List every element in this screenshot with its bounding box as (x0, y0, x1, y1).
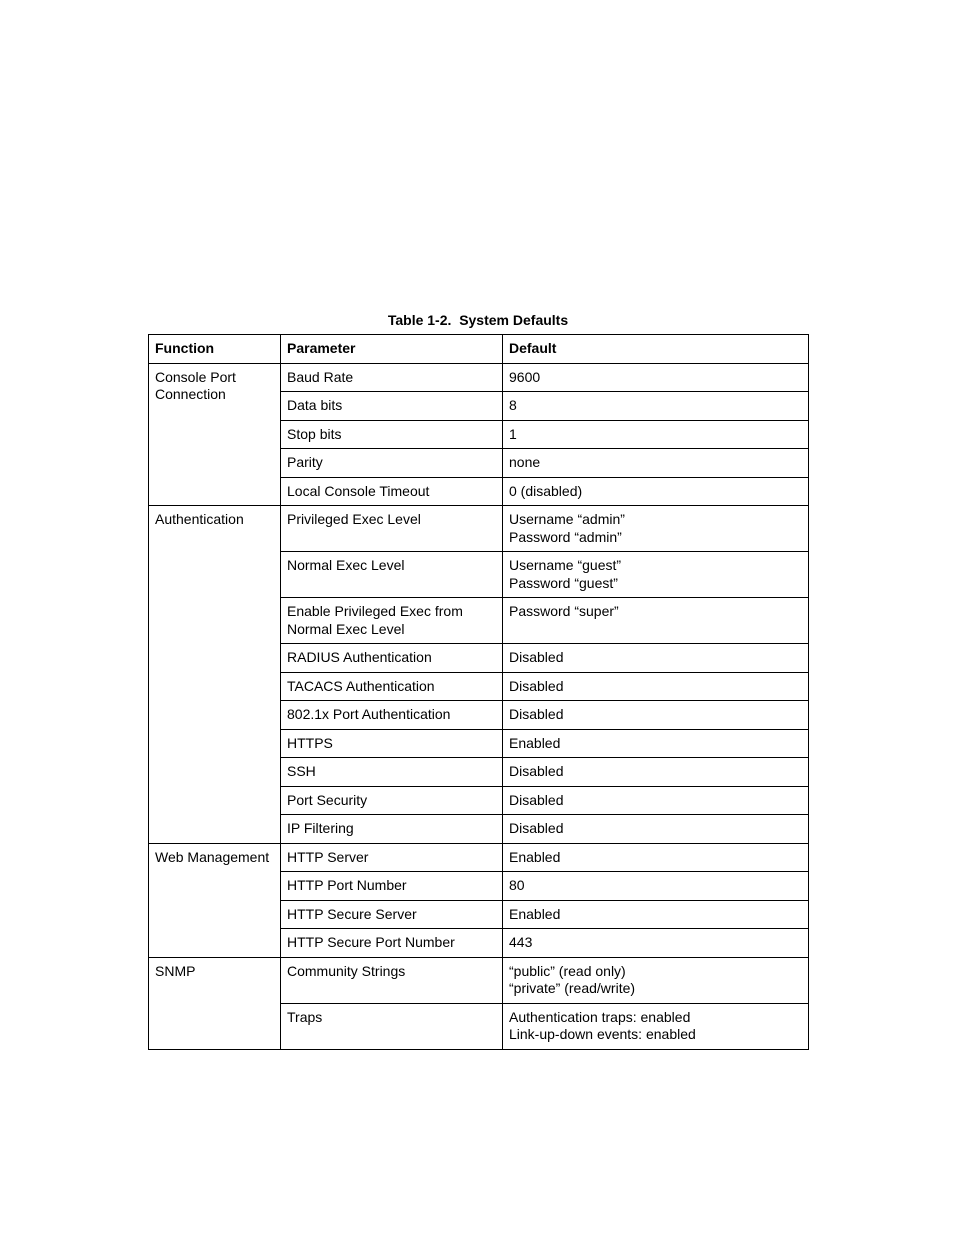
parameter-cell: Parity (281, 449, 503, 478)
function-cell: Authentication (149, 506, 281, 844)
parameter-cell: IP Filtering (281, 815, 503, 844)
function-cell: Console Port Connection (149, 363, 281, 506)
default-cell: Enabled (503, 900, 809, 929)
default-line: Username “guest” (509, 557, 802, 575)
default-cell: 443 (503, 929, 809, 958)
table-row: AuthenticationPrivileged Exec LevelUsern… (149, 506, 809, 552)
default-line: Disabled (509, 820, 802, 838)
default-cell: Disabled (503, 644, 809, 673)
default-cell: Enabled (503, 843, 809, 872)
table-row: Console Port ConnectionBaud Rate9600 (149, 363, 809, 392)
table-body: Console Port ConnectionBaud Rate 9600 Data… (149, 363, 809, 1049)
parameter-cell: Port Security (281, 786, 503, 815)
default-cell: Disabled (503, 758, 809, 787)
default-cell: Username “guest”Password “guest” (503, 552, 809, 598)
function-cell: Web Management (149, 843, 281, 957)
parameter-cell: HTTP Secure Server (281, 900, 503, 929)
default-line: Disabled (509, 678, 802, 696)
default-line: Enabled (509, 735, 802, 753)
page-content: Table 1-2. System Defaults Function Para… (148, 312, 808, 1050)
default-line: Password “super” (509, 603, 802, 621)
parameter-cell: HTTP Server (281, 843, 503, 872)
default-cell: none (503, 449, 809, 478)
parameter-cell: Stop bits (281, 420, 503, 449)
table-header-function: Function (149, 335, 281, 364)
parameter-cell: Privileged Exec Level (281, 506, 503, 552)
parameter-cell: Baud Rate (281, 363, 503, 392)
default-line: none (509, 454, 802, 472)
default-cell: 9600 (503, 363, 809, 392)
system-defaults-table: Function Parameter Default Console Port … (148, 334, 809, 1050)
parameter-cell: HTTPS (281, 729, 503, 758)
function-cell: SNMP (149, 957, 281, 1049)
default-line: 8 (509, 397, 802, 415)
default-line: 0 (disabled) (509, 483, 802, 501)
parameter-cell: HTTP Secure Port Number (281, 929, 503, 958)
default-line: Disabled (509, 763, 802, 781)
default-line: “private” (read/write) (509, 980, 802, 998)
table-row: Web ManagementHTTP ServerEnabled (149, 843, 809, 872)
table-header-parameter: Parameter (281, 335, 503, 364)
table-caption: Table 1-2. System Defaults (148, 312, 808, 328)
parameter-cell: Data bits (281, 392, 503, 421)
default-line: Enabled (509, 849, 802, 867)
default-line: Disabled (509, 706, 802, 724)
default-line: Password “admin” (509, 529, 802, 547)
default-cell: 8 (503, 392, 809, 421)
default-line: 1 (509, 426, 802, 444)
default-cell: Enabled (503, 729, 809, 758)
default-line: 80 (509, 877, 802, 895)
parameter-cell: TACACS Authentication (281, 672, 503, 701)
parameter-cell: 802.1x Port Authentication (281, 701, 503, 730)
default-line: Enabled (509, 906, 802, 924)
parameter-cell: Enable Privileged Exec from Normal Exec … (281, 598, 503, 644)
default-line: Authentication traps: enabled (509, 1009, 802, 1027)
table-header-default: Default (503, 335, 809, 364)
default-cell: Disabled (503, 786, 809, 815)
default-line: Disabled (509, 792, 802, 810)
default-cell: 1 (503, 420, 809, 449)
parameter-cell: HTTP Port Number (281, 872, 503, 901)
default-line: Link-up-down events: enabled (509, 1026, 802, 1044)
parameter-cell: Normal Exec Level (281, 552, 503, 598)
default-cell: Disabled (503, 815, 809, 844)
default-line: 443 (509, 934, 802, 952)
table-caption-title: System Defaults (459, 312, 568, 328)
default-line: Username “admin” (509, 511, 802, 529)
parameter-cell: Local Console Timeout (281, 477, 503, 506)
default-cell: Disabled (503, 672, 809, 701)
default-line: Disabled (509, 649, 802, 667)
parameter-cell: SSH (281, 758, 503, 787)
table-caption-label: Table 1-2. (388, 312, 452, 328)
default-cell: 0 (disabled) (503, 477, 809, 506)
default-cell: “public” (read only)“private” (read/writ… (503, 957, 809, 1003)
default-cell: 80 (503, 872, 809, 901)
default-line: “public” (read only) (509, 963, 802, 981)
default-cell: Password “super” (503, 598, 809, 644)
default-cell: Username “admin”Password “admin” (503, 506, 809, 552)
default-line: 9600 (509, 369, 802, 387)
default-cell: Authentication traps: enabledLink-up-dow… (503, 1003, 809, 1049)
default-cell: Disabled (503, 701, 809, 730)
parameter-cell: RADIUS Authentication (281, 644, 503, 673)
default-line: Password “guest” (509, 575, 802, 593)
table-header-row: Function Parameter Default (149, 335, 809, 364)
table-row: SNMPCommunity Strings“public” (read only… (149, 957, 809, 1003)
parameter-cell: Traps (281, 1003, 503, 1049)
parameter-cell: Community Strings (281, 957, 503, 1003)
